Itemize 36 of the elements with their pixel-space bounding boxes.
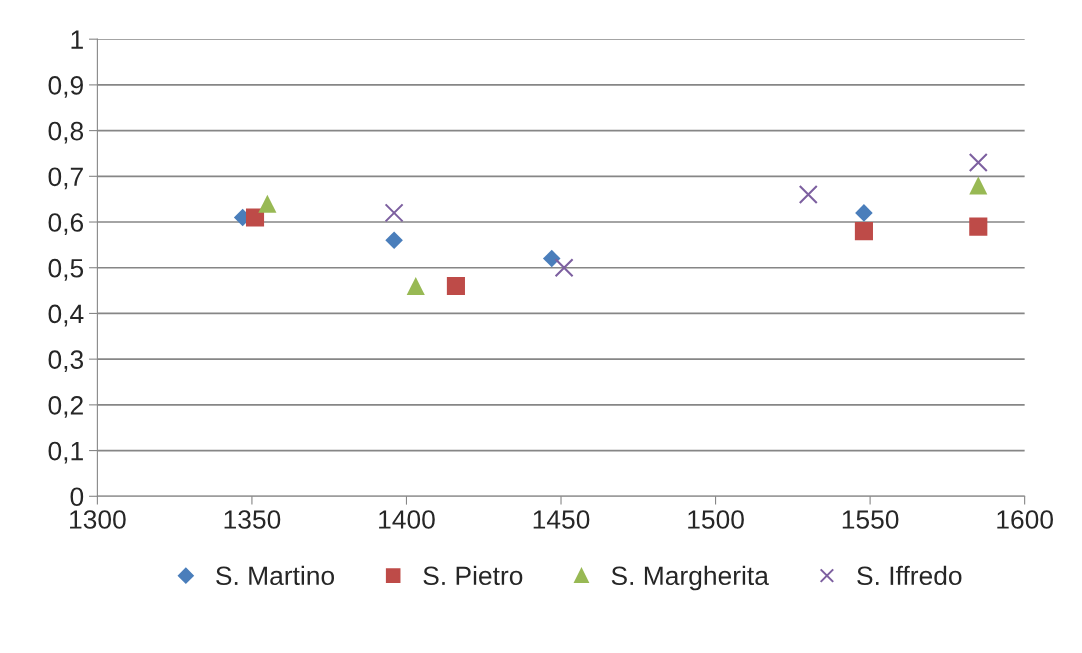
point bbox=[554, 258, 574, 278]
point bbox=[542, 249, 561, 268]
x-tick-label: 1550 bbox=[842, 510, 899, 529]
y-tick-label: 0,3 bbox=[48, 350, 84, 373]
y-tick-label: 0,9 bbox=[48, 76, 83, 98]
point bbox=[385, 231, 403, 250]
point bbox=[969, 176, 988, 195]
y-tick-label: 0,6 bbox=[48, 213, 84, 235]
y-tick-label: 0,4 bbox=[48, 304, 84, 327]
x-tick-label: 1450 bbox=[533, 510, 590, 529]
y-tick-label: 0,2 bbox=[48, 395, 83, 418]
point bbox=[854, 222, 873, 241]
point bbox=[855, 204, 873, 222]
legend-label: S. Pietro bbox=[423, 565, 523, 586]
x-tick-label: 1500 bbox=[688, 510, 744, 529]
y-tick-label: 0,8 bbox=[48, 121, 84, 144]
point bbox=[384, 203, 404, 223]
y-tick-label: 0 bbox=[70, 487, 84, 507]
point bbox=[406, 276, 425, 296]
legend-label: S. Margherita bbox=[611, 565, 769, 591]
x-tick-label: 1600 bbox=[997, 510, 1053, 529]
point bbox=[969, 217, 988, 236]
x-tick-label: 1350 bbox=[224, 510, 281, 529]
y-tick-label: 1 bbox=[71, 30, 83, 49]
y-tick-label: 0,1 bbox=[48, 441, 83, 464]
y-tick-label: 0,7 bbox=[48, 167, 83, 190]
y-tick-label: 0,5 bbox=[48, 258, 84, 281]
legend-label: S. Martino bbox=[216, 565, 335, 586]
x-tick-label: 1400 bbox=[379, 510, 435, 529]
legend-label: S. Iffredo bbox=[857, 565, 962, 586]
point bbox=[968, 153, 988, 173]
point bbox=[258, 194, 277, 213]
point bbox=[245, 208, 265, 227]
x-tick-label: 1300 bbox=[70, 510, 126, 529]
point bbox=[798, 185, 818, 205]
point bbox=[446, 276, 465, 296]
